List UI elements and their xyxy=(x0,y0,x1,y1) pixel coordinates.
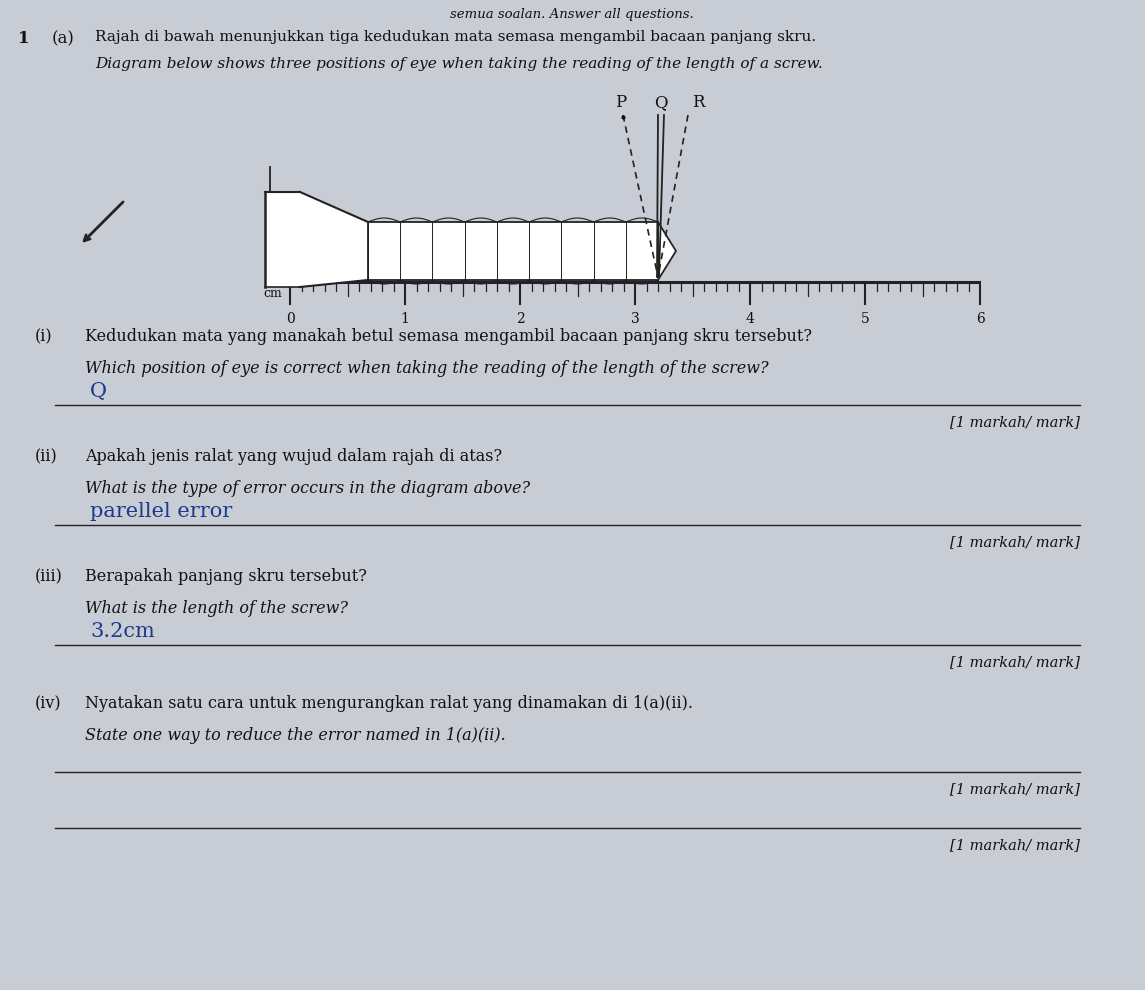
Polygon shape xyxy=(300,192,368,287)
Text: What is the type of error occurs in the diagram above?: What is the type of error occurs in the … xyxy=(85,480,530,497)
Text: Q: Q xyxy=(90,382,106,401)
Text: 4: 4 xyxy=(745,312,755,326)
Polygon shape xyxy=(264,192,300,287)
Text: 3.2cm: 3.2cm xyxy=(90,622,155,641)
Text: P: P xyxy=(615,94,626,111)
Text: (ii): (ii) xyxy=(35,448,57,465)
Text: 1: 1 xyxy=(18,30,30,47)
Text: cm: cm xyxy=(263,287,282,300)
Text: 2: 2 xyxy=(515,312,524,326)
Text: parellel error: parellel error xyxy=(90,502,232,521)
Text: Q: Q xyxy=(654,94,668,111)
Text: 6: 6 xyxy=(976,312,985,326)
Text: 0: 0 xyxy=(285,312,294,326)
Text: Rajah di bawah menunjukkan tiga kedudukan mata semasa mengambil bacaan panjang s: Rajah di bawah menunjukkan tiga keduduka… xyxy=(95,30,816,44)
Bar xyxy=(368,222,658,280)
Text: [1 markah/ mark]: [1 markah/ mark] xyxy=(950,782,1080,796)
Text: [1 markah/ mark]: [1 markah/ mark] xyxy=(950,838,1080,852)
Text: (iii): (iii) xyxy=(35,568,63,585)
Text: (iv): (iv) xyxy=(35,695,62,712)
Text: [1 markah/ mark]: [1 markah/ mark] xyxy=(950,535,1080,549)
Text: Which position of eye is correct when taking the reading of the length of the sc: Which position of eye is correct when ta… xyxy=(85,360,768,377)
Text: 3: 3 xyxy=(631,312,639,326)
Text: Diagram below shows three positions of eye when taking the reading of the length: Diagram below shows three positions of e… xyxy=(95,57,823,71)
Text: (a): (a) xyxy=(52,30,74,47)
Text: R: R xyxy=(692,94,704,111)
Text: Apakah jenis ralat yang wujud dalam rajah di atas?: Apakah jenis ralat yang wujud dalam raja… xyxy=(85,448,503,465)
Text: State one way to reduce the error named in 1(a)(ii).: State one way to reduce the error named … xyxy=(85,727,506,744)
Text: Berapakah panjang skru tersebut?: Berapakah panjang skru tersebut? xyxy=(85,568,366,585)
Text: What is the length of the screw?: What is the length of the screw? xyxy=(85,600,348,617)
Text: semua soalan. Answer all questions.: semua soalan. Answer all questions. xyxy=(450,8,694,21)
Text: Kedudukan mata yang manakah betul semasa mengambil bacaan panjang skru tersebut?: Kedudukan mata yang manakah betul semasa… xyxy=(85,328,812,345)
Polygon shape xyxy=(658,222,676,280)
Text: 1: 1 xyxy=(401,312,410,326)
Text: (i): (i) xyxy=(35,328,53,345)
Text: 5: 5 xyxy=(861,312,869,326)
Text: [1 markah/ mark]: [1 markah/ mark] xyxy=(950,415,1080,429)
Text: [1 markah/ mark]: [1 markah/ mark] xyxy=(950,655,1080,669)
Text: Nyatakan satu cara untuk mengurangkan ralat yang dinamakan di 1(a)(ii).: Nyatakan satu cara untuk mengurangkan ra… xyxy=(85,695,693,712)
